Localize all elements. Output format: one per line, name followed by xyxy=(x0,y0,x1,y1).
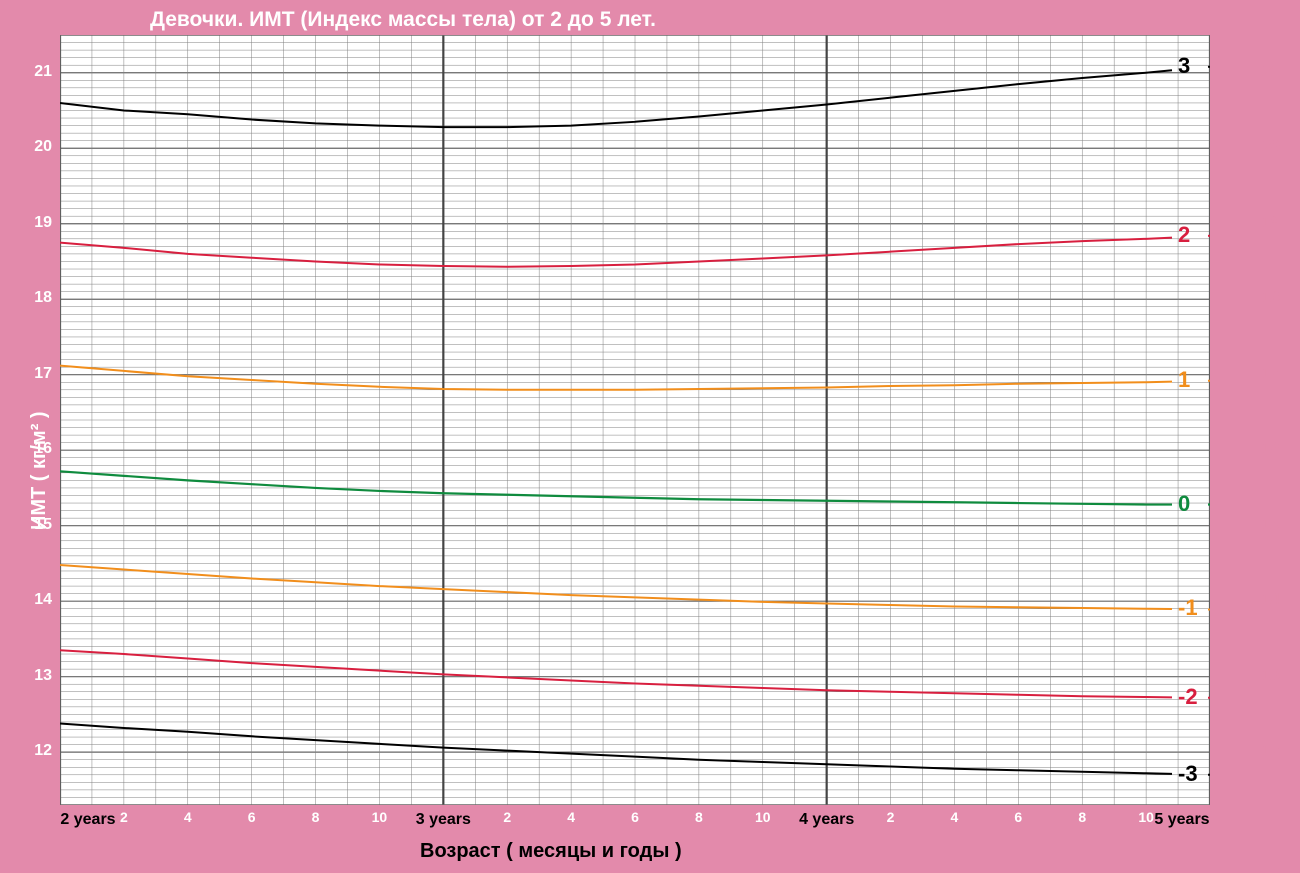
y-tick-right: 12 xyxy=(1262,742,1280,760)
x-tick-month: 2 xyxy=(120,809,128,825)
y-tick-left: 16 xyxy=(34,440,52,458)
x-tick-month: 4 xyxy=(567,809,575,825)
zscore-label: 1 xyxy=(1178,367,1190,393)
x-tick-month: 8 xyxy=(312,809,320,825)
y-tick-left: 21 xyxy=(34,63,52,81)
y-axis-label: ИМТ ( кг/м² ) xyxy=(28,411,51,530)
y-tick-right: 18 xyxy=(1262,289,1280,307)
y-tick-left: 17 xyxy=(34,365,52,383)
x-tick-year: 4 years xyxy=(799,811,854,829)
chart-page: Девочки. ИМТ (Индекс массы тела) от 2 до… xyxy=(0,0,1300,873)
y-tick-right: 20 xyxy=(1262,138,1280,156)
chart-title: Девочки. ИМТ (Индекс массы тела) от 2 до… xyxy=(150,8,656,32)
zscore-label: 0 xyxy=(1178,491,1190,517)
y-tick-left: 18 xyxy=(34,289,52,307)
x-tick-month: 2 xyxy=(887,809,895,825)
x-tick-year: 2 years xyxy=(60,811,115,829)
y-tick-right: 16 xyxy=(1262,440,1280,458)
x-tick-month: 8 xyxy=(1078,809,1086,825)
y-tick-right: 19 xyxy=(1262,214,1280,232)
growth-chart-plot xyxy=(60,35,1210,805)
x-axis-label: Возраст ( месяцы и годы ) xyxy=(420,840,682,863)
x-tick-month: 8 xyxy=(695,809,703,825)
x-tick-year: 3 years xyxy=(416,811,471,829)
x-tick-month: 10 xyxy=(372,809,388,825)
y-tick-right: 13 xyxy=(1262,667,1280,685)
zscore-label: -2 xyxy=(1178,684,1198,710)
x-tick-month: 10 xyxy=(755,809,771,825)
y-tick-right: 21 xyxy=(1262,63,1280,81)
x-tick-year: 5 years xyxy=(1154,811,1209,829)
x-tick-month: 10 xyxy=(1138,809,1154,825)
y-tick-left: 13 xyxy=(34,667,52,685)
x-tick-month: 2 xyxy=(503,809,511,825)
x-tick-month: 6 xyxy=(631,809,639,825)
y-tick-right: 17 xyxy=(1262,365,1280,383)
zscore-label: -1 xyxy=(1178,595,1198,621)
y-tick-right: 14 xyxy=(1262,591,1280,609)
y-tick-left: 14 xyxy=(34,591,52,609)
x-tick-month: 6 xyxy=(248,809,256,825)
x-tick-month: 4 xyxy=(184,809,192,825)
x-tick-month: 4 xyxy=(951,809,959,825)
zscore-label: -3 xyxy=(1178,761,1198,787)
y-tick-left: 19 xyxy=(34,214,52,232)
y-tick-right: 15 xyxy=(1262,516,1280,534)
zscore-label: 2 xyxy=(1178,222,1190,248)
zscore-label: 3 xyxy=(1178,53,1190,79)
x-tick-month: 6 xyxy=(1014,809,1022,825)
y-tick-left: 20 xyxy=(34,138,52,156)
y-tick-left: 15 xyxy=(34,516,52,534)
y-tick-left: 12 xyxy=(34,742,52,760)
